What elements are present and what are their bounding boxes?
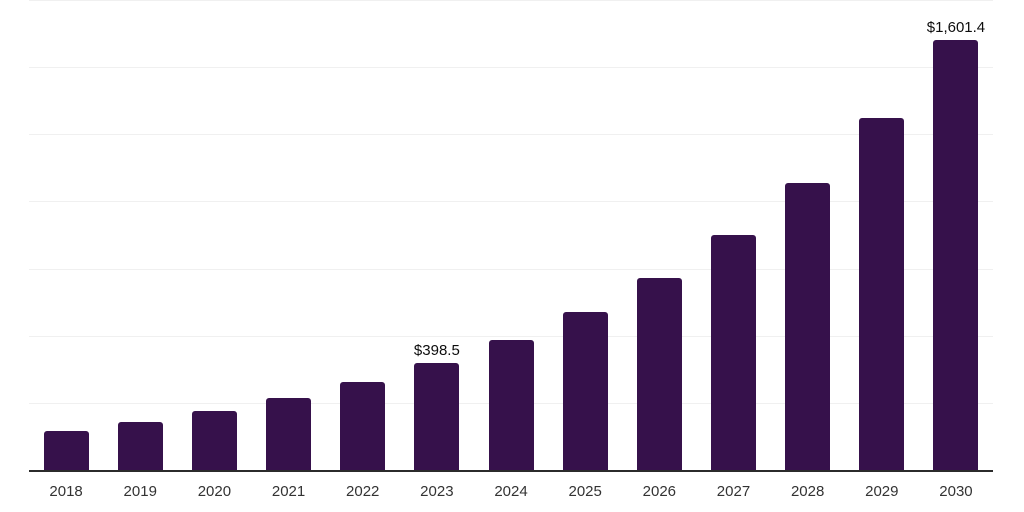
bar-2026 xyxy=(636,278,682,470)
bar-slot-2019 xyxy=(103,0,177,470)
x-tick-2018: 2018 xyxy=(49,483,83,500)
bar-slot-2027 xyxy=(696,0,770,470)
x-tick-2024: 2024 xyxy=(494,483,528,500)
x-tick-2029: 2029 xyxy=(865,483,899,500)
bar-slot-2023: $398.5 xyxy=(400,0,474,470)
bar-slot-2028 xyxy=(771,0,845,470)
bar-slot-2021 xyxy=(251,0,325,470)
bar-2022 xyxy=(340,382,386,470)
bar-2024 xyxy=(488,340,534,470)
value-label-2023: $398.5 xyxy=(413,341,460,359)
bar-2030: $1,601.4 xyxy=(927,20,985,470)
plot-area: $398.5 $1,601.4 xyxy=(29,0,993,472)
x-tick-2021: 2021 xyxy=(271,483,306,500)
x-tick-2019: 2019 xyxy=(123,483,157,500)
gridline-500 xyxy=(29,335,993,337)
bar-slot-2029 xyxy=(845,0,919,470)
value-label-2030: $1,601.4 xyxy=(926,18,986,36)
x-tick-2025: 2025 xyxy=(568,483,602,500)
bar-slot-2026 xyxy=(622,0,696,470)
gridline-1750 xyxy=(29,0,993,1)
gridline-1000 xyxy=(29,201,993,203)
bar-slot-2024 xyxy=(474,0,548,470)
bar-2021 xyxy=(266,398,312,470)
bar-2027 xyxy=(710,235,756,470)
bar-2023: $398.5 xyxy=(414,343,460,470)
bar-2025 xyxy=(562,312,608,470)
gridline-1250 xyxy=(29,134,993,136)
bar-slot-2018 xyxy=(29,0,103,470)
bar-slot-2025 xyxy=(548,0,622,470)
gridline-750 xyxy=(29,268,993,270)
x-tick-2020: 2020 xyxy=(197,483,232,500)
x-tick-2023: 2023 xyxy=(420,483,454,500)
x-axis-labels: 2018 2019 2020 2021 2022 2023 2024 2025 2026 2027… xyxy=(29,484,993,499)
bar-2020 xyxy=(191,411,237,470)
x-tick-2028: 2028 xyxy=(790,483,825,500)
bar-2029 xyxy=(859,118,905,470)
x-tick-2026: 2026 xyxy=(642,483,677,500)
bar-slot-2022 xyxy=(326,0,400,470)
bar-2018 xyxy=(43,430,89,470)
bar-2019 xyxy=(117,421,163,470)
bar-slot-2020 xyxy=(177,0,251,470)
x-tick-2027: 2027 xyxy=(716,483,751,500)
x-tick-2030: 2030 xyxy=(939,483,973,500)
bar-series: $398.5 $1,601.4 xyxy=(29,0,993,470)
bar-slot-2030: $1,601.4 xyxy=(919,0,993,470)
x-tick-2022: 2022 xyxy=(346,483,380,500)
bar-2028 xyxy=(785,182,831,470)
gridline-1500 xyxy=(29,67,993,69)
